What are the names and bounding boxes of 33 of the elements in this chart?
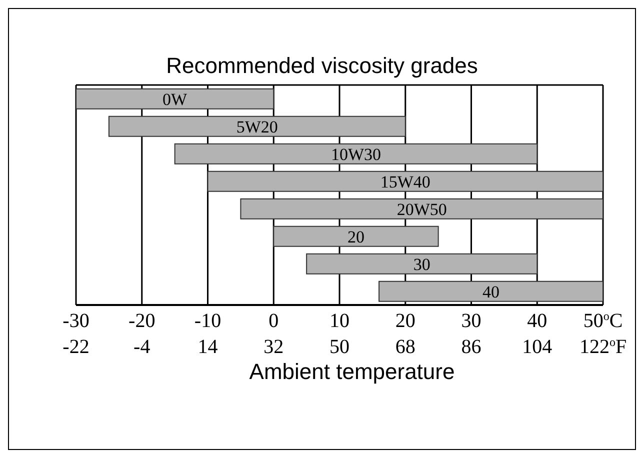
x-tick-label: -30	[62, 310, 90, 332]
x2-tick-label: 122$^{o}$F	[579, 335, 627, 358]
x2-tick-label: 68	[395, 336, 416, 358]
x-tick-label: -10	[194, 310, 222, 332]
x-tick-label: 10	[330, 310, 350, 332]
x-tick-label: 50$^{o}$C	[583, 309, 623, 332]
x-axis-title: Ambient temperature	[249, 359, 455, 384]
x2-tick-label: 86	[461, 336, 482, 358]
x2-tick-label: -4	[134, 336, 150, 358]
x2-tick-label: -22	[62, 336, 90, 358]
bar	[207, 170, 603, 192]
bar	[108, 116, 406, 137]
y-tick-label: 10W30	[330, 144, 381, 164]
bar	[273, 226, 439, 247]
bar	[174, 143, 538, 164]
x2-tick-label: 14	[198, 336, 218, 358]
y-tick-label: 5W20	[236, 117, 278, 136]
y-tick-label: 0W	[162, 90, 188, 109]
bar	[76, 88, 274, 110]
x-tick-label: -20	[128, 310, 156, 332]
y-tick-label: 30	[413, 254, 430, 274]
y-tick-label: 15W40	[380, 172, 430, 192]
chart-title: Recommended viscosity grades	[166, 53, 478, 79]
x-tick-label: 0	[268, 310, 279, 332]
x2-tick-label: 104	[522, 336, 552, 358]
x-tick-label: 40	[527, 310, 548, 332]
x2-tick-label: 32	[264, 336, 284, 358]
bar	[240, 198, 603, 220]
x-tick-label: 30	[461, 310, 482, 332]
x2-tick-label: 50	[330, 336, 350, 358]
y-tick-label: 20W50	[396, 200, 447, 219]
bar	[306, 253, 538, 274]
bar	[378, 280, 603, 302]
